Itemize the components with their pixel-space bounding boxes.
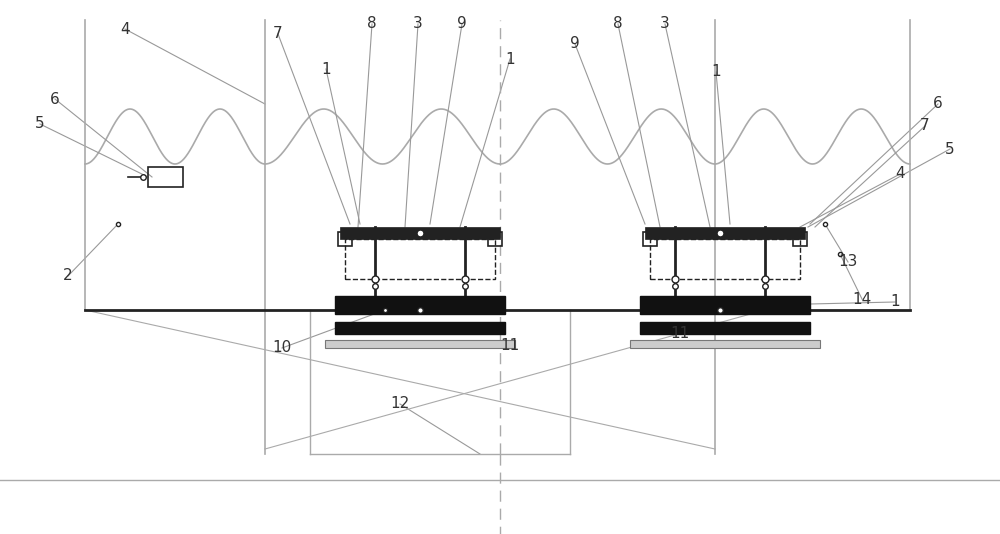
Text: 9: 9: [457, 17, 467, 32]
Text: 8: 8: [613, 17, 623, 32]
Text: 1: 1: [505, 51, 515, 67]
Text: 7: 7: [920, 119, 930, 134]
Text: 12: 12: [390, 397, 410, 412]
Bar: [645, 227, 805, 239]
Text: 1: 1: [711, 65, 721, 80]
Bar: [338, 232, 352, 246]
Bar: [640, 296, 810, 314]
Bar: [148, 167, 183, 187]
Bar: [340, 227, 500, 239]
Text: 11: 11: [500, 339, 520, 354]
Text: 3: 3: [413, 17, 423, 32]
Text: 2: 2: [63, 269, 73, 284]
Text: 5: 5: [945, 142, 955, 156]
Text: 14: 14: [852, 292, 872, 307]
Text: 13: 13: [838, 255, 858, 270]
Text: 6: 6: [933, 97, 943, 112]
Bar: [335, 322, 505, 334]
Text: 10: 10: [272, 341, 292, 356]
Text: 7: 7: [273, 27, 283, 42]
Bar: [630, 340, 820, 348]
Bar: [643, 232, 657, 246]
Text: 11: 11: [670, 326, 690, 342]
Text: 1: 1: [321, 61, 331, 76]
Text: 5: 5: [35, 116, 45, 131]
Bar: [793, 232, 807, 246]
Text: 4: 4: [895, 167, 905, 182]
Text: 3: 3: [660, 17, 670, 32]
Text: 6: 6: [50, 91, 60, 106]
Text: 1: 1: [890, 294, 900, 310]
Text: 9: 9: [570, 36, 580, 51]
Bar: [325, 340, 515, 348]
Text: 8: 8: [367, 17, 377, 32]
Bar: [640, 322, 810, 334]
Text: 4: 4: [120, 21, 130, 36]
Bar: [335, 296, 505, 314]
Bar: [488, 232, 502, 246]
